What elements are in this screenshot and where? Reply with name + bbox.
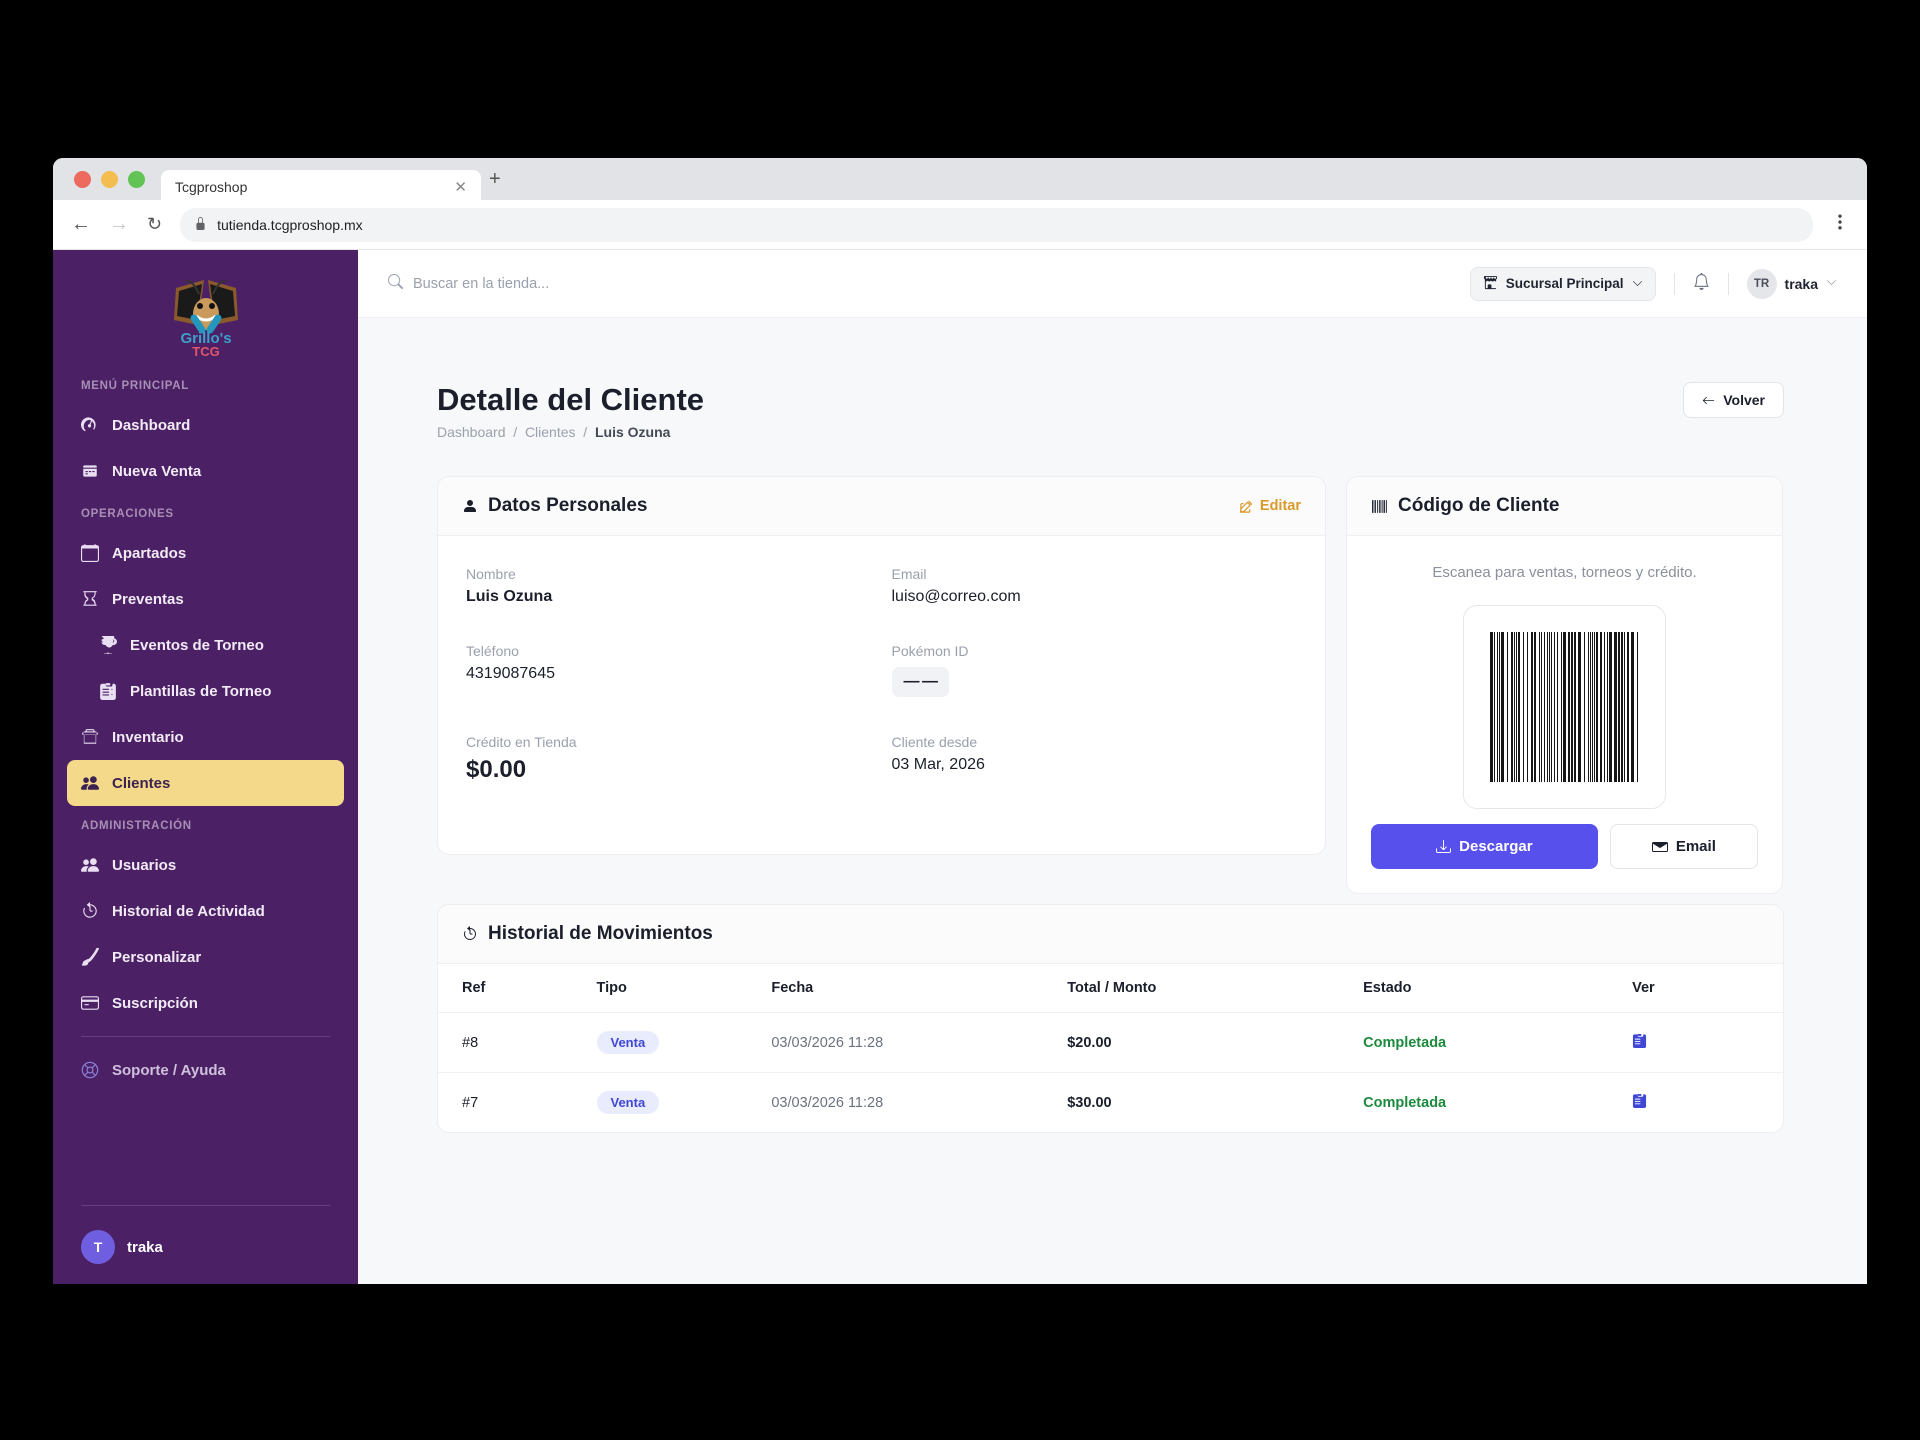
svg-text:TCG: TCG xyxy=(192,344,219,358)
